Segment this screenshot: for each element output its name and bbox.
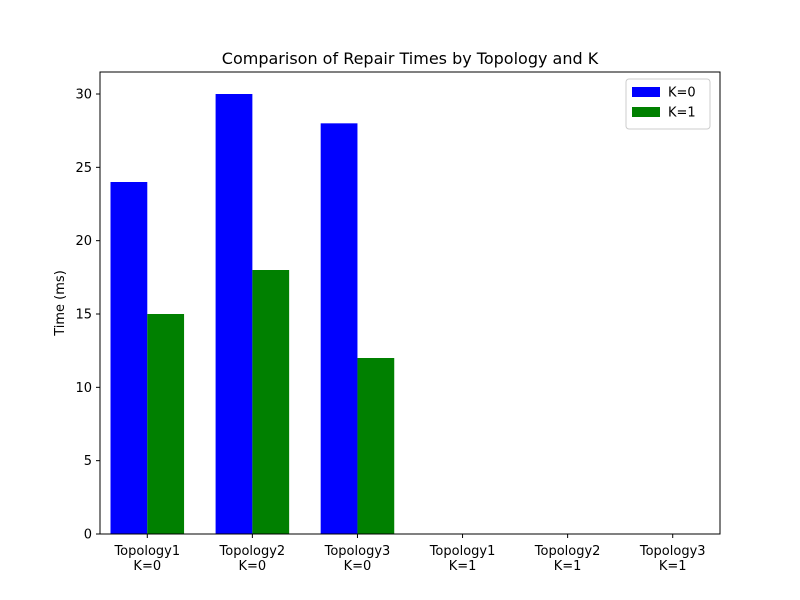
- legend-swatch-0: [632, 87, 660, 97]
- y-axis-label: Time (ms): [53, 270, 68, 337]
- bar-k0-2: [320, 123, 358, 534]
- x-tick-label: Topology1 K=0: [113, 544, 180, 574]
- legend-swatch-1: [632, 107, 660, 117]
- y-tick-label: 25: [75, 161, 92, 176]
- bar-k1-1: [252, 270, 290, 534]
- x-tick-label: Topology2 K=0: [219, 544, 286, 574]
- bar-k0-1: [215, 94, 253, 534]
- bar-k1-0: [147, 314, 185, 534]
- x-tick-label: Topology1 K=1: [429, 544, 496, 574]
- y-tick-label: 0: [84, 528, 92, 543]
- legend-label-1: K=1: [668, 106, 696, 121]
- bar-k0-0: [110, 182, 148, 534]
- y-axis: 0 5 10 15 20 25 30: [75, 88, 100, 543]
- x-tick-label: Topology2 K=1: [534, 544, 601, 574]
- y-tick-label: 5: [84, 454, 92, 469]
- bar-k1-2: [357, 358, 395, 534]
- y-tick-label: 15: [75, 308, 92, 323]
- legend-label-0: K=0: [668, 86, 696, 101]
- plot-frame: [99, 71, 721, 535]
- chart-title: Comparison of Repair Times by Topology a…: [222, 49, 599, 68]
- y-tick-label: 30: [75, 88, 92, 103]
- x-tick-label: Topology3 K=0: [324, 544, 391, 574]
- bars-group: [110, 94, 395, 534]
- legend: K=0K=1: [625, 78, 711, 130]
- x-tick-label: Topology3 K=1: [639, 544, 706, 574]
- x-axis: Topology1 K=0 Topology2 K=0 Topology3 K=0 Topo…: [113, 534, 706, 574]
- y-tick-label: 20: [75, 234, 92, 249]
- y-tick-label: 10: [75, 381, 92, 396]
